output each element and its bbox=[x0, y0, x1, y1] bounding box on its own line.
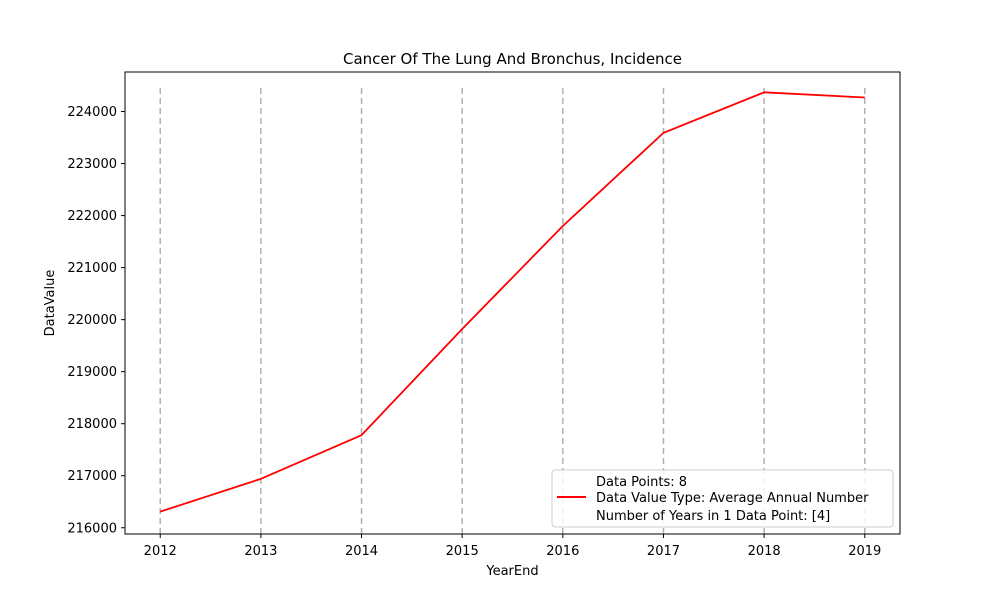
legend: Data Points: 8 Data Value Type: Average … bbox=[551, 469, 894, 528]
y-tick-label: 224000 bbox=[67, 105, 117, 120]
legend-box bbox=[551, 469, 894, 528]
y-tick-label: 220000 bbox=[67, 313, 117, 328]
y-tick-label: 219000 bbox=[67, 365, 117, 380]
x-tick-label: 2017 bbox=[647, 544, 680, 559]
y-tick-label: 217000 bbox=[67, 469, 117, 484]
x-tick-label: 2016 bbox=[546, 544, 579, 559]
legend-entry-years-per-point: Number of Years in 1 Data Point: [4] bbox=[596, 509, 830, 524]
x-tick-label: 2014 bbox=[345, 544, 378, 559]
y-axis-label: DataValue bbox=[43, 270, 58, 337]
plot-area-frame bbox=[124, 71, 901, 535]
legend-entry-data-value-type: Data Value Type: Average Annual Number bbox=[596, 491, 869, 506]
x-tick-label: 2019 bbox=[848, 544, 881, 559]
chart-title: Cancer Of The Lung And Bronchus, Inciden… bbox=[343, 50, 682, 68]
series-group bbox=[159, 91, 865, 513]
y-axis: 216000 217000 218000 219000 220000 221000 2220… bbox=[67, 105, 125, 536]
y-tick-label: 221000 bbox=[67, 261, 117, 276]
legend-entry-data-points: Data Points: 8 bbox=[596, 475, 687, 490]
y-tick-label: 218000 bbox=[67, 417, 117, 432]
gridlines bbox=[159, 88, 866, 534]
series-line-0 bbox=[159, 91, 865, 513]
x-tick-label: 2013 bbox=[244, 544, 277, 559]
y-tick-label: 222000 bbox=[67, 209, 117, 224]
x-tick-label: 2012 bbox=[144, 544, 177, 559]
y-tick-label: 223000 bbox=[67, 157, 117, 172]
x-axis: 2012 2013 2014 2015 2016 2017 2018 2019 bbox=[144, 534, 881, 559]
x-axis-label: YearEnd bbox=[485, 564, 538, 579]
x-tick-label: 2015 bbox=[446, 544, 479, 559]
x-tick-label: 2018 bbox=[748, 544, 781, 559]
y-tick-label: 216000 bbox=[67, 521, 117, 536]
